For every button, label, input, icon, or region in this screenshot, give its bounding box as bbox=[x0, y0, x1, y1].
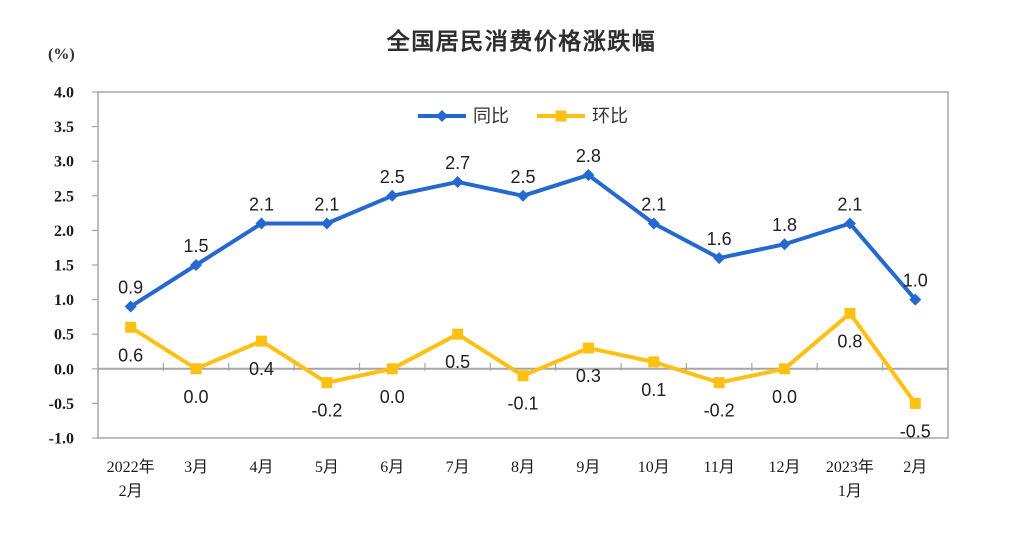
data-label: 0.0 bbox=[772, 387, 797, 407]
data-point-marker bbox=[125, 321, 137, 333]
data-point-marker bbox=[190, 259, 203, 271]
x-axis-zero-line bbox=[97, 362, 949, 371]
y-tick-label: 4.0 bbox=[54, 85, 74, 102]
x-tick-label: 2月 bbox=[903, 459, 927, 476]
data-point-marker bbox=[843, 217, 856, 230]
plot-frame bbox=[97, 91, 949, 439]
data-point-marker bbox=[124, 300, 137, 313]
data-point-marker bbox=[582, 169, 595, 182]
chart-legend: 同比 环比 bbox=[418, 106, 628, 126]
data-label: 2.5 bbox=[510, 167, 535, 187]
data-point-marker bbox=[190, 363, 202, 375]
data-label: 0.5 bbox=[445, 352, 470, 372]
data-label: 1.6 bbox=[707, 229, 732, 249]
data-point-marker bbox=[648, 356, 660, 368]
data-point-marker bbox=[713, 377, 725, 389]
legend-label: 同比 bbox=[473, 106, 509, 126]
series-mom bbox=[125, 307, 921, 409]
data-label: 2.1 bbox=[837, 194, 862, 214]
x-tick-label: 3月 bbox=[184, 459, 208, 476]
data-point-marker bbox=[386, 189, 399, 202]
data-label: 0.0 bbox=[380, 387, 405, 407]
data-point-marker bbox=[452, 328, 464, 340]
data-point-marker bbox=[909, 293, 922, 306]
data-point-marker bbox=[779, 363, 791, 375]
diamond-marker-icon bbox=[436, 110, 448, 122]
y-tick-label: 3.5 bbox=[54, 119, 74, 136]
y-tick-label: 1.0 bbox=[54, 292, 74, 309]
y-tick-label: 3.0 bbox=[54, 154, 74, 171]
legend-label: 环比 bbox=[592, 106, 628, 126]
x-tick-label: 2月 bbox=[119, 483, 143, 500]
x-tick-label: 8月 bbox=[511, 459, 535, 476]
series-yoy bbox=[124, 169, 922, 313]
x-tick-label: 2023年 bbox=[826, 458, 874, 476]
y-tick-label: 0.5 bbox=[54, 327, 74, 344]
x-tick-label: 5月 bbox=[315, 459, 339, 476]
data-label: 0.3 bbox=[576, 366, 601, 386]
x-tick-label: 6月 bbox=[380, 459, 404, 476]
x-tick-label: 10月 bbox=[638, 459, 670, 476]
y-tick-label: 0.0 bbox=[54, 361, 74, 378]
x-tick-label: 4月 bbox=[249, 459, 273, 476]
data-label: 1.0 bbox=[903, 271, 928, 291]
data-point-marker bbox=[713, 252, 726, 265]
data-label: 2.5 bbox=[380, 167, 405, 187]
x-tick-label: 12月 bbox=[769, 459, 801, 476]
y-axis: 4.0 3.5 3.0 2.5 2.0 1.5 1.0 0.5 0.0 -0.5 -1.0 bbox=[49, 85, 98, 448]
y-tick-label: -0.5 bbox=[49, 396, 74, 413]
data-label: -0.5 bbox=[900, 421, 931, 441]
legend-item-yoy: 同比 bbox=[418, 106, 509, 126]
data-point-marker bbox=[386, 363, 398, 375]
data-point-marker bbox=[451, 175, 464, 188]
data-labels-mom: 0.6 0.0 0.4 -0.2 0.0 0.5 -0.1 0.3 0.1 -0.2 0.0 0.8 -… bbox=[118, 331, 931, 441]
data-labels-yoy: 0.9 1.5 2.1 2.1 2.5 2.7 2.5 2.8 2.1 1.6 1.8 2.1 1.0 bbox=[118, 146, 928, 297]
data-label: 0.4 bbox=[249, 359, 274, 379]
data-point-marker bbox=[517, 189, 529, 202]
data-point-marker bbox=[582, 342, 594, 354]
data-label: 1.8 bbox=[772, 215, 797, 235]
data-label: 1.5 bbox=[184, 236, 209, 256]
x-tick-label: 1月 bbox=[838, 483, 862, 500]
data-label: -0.2 bbox=[704, 401, 735, 421]
x-tick-label: 11月 bbox=[703, 459, 734, 476]
data-label: -0.1 bbox=[507, 394, 538, 414]
data-label: 2.8 bbox=[576, 146, 601, 166]
x-tick-label: 2022年 bbox=[107, 458, 155, 476]
data-point-marker bbox=[647, 217, 660, 230]
data-point-marker bbox=[778, 238, 791, 251]
data-label: 0.6 bbox=[118, 345, 143, 365]
y-tick-label: 2.0 bbox=[54, 223, 74, 240]
x-tick-label: 9月 bbox=[576, 459, 600, 476]
data-label: 0.8 bbox=[837, 331, 862, 351]
data-label: 2.1 bbox=[249, 194, 274, 214]
y-tick-label: -1.0 bbox=[49, 431, 74, 448]
data-point-marker bbox=[517, 370, 529, 382]
data-point-marker bbox=[321, 377, 333, 389]
x-axis-labels: 2022年 2月 3月 4月 5月 6月 7月 8月 9月 10月 11月 12月 2023年 1月 2月 bbox=[107, 458, 928, 500]
data-label: 2.7 bbox=[445, 153, 470, 173]
data-label: -0.2 bbox=[311, 401, 342, 421]
data-point-marker bbox=[844, 307, 856, 319]
data-point-marker bbox=[320, 217, 333, 230]
y-tick-label: 2.5 bbox=[54, 188, 74, 205]
y-axis-unit-label: (%) bbox=[48, 46, 75, 63]
y-tick-label: 1.5 bbox=[54, 258, 74, 275]
legend-item-mom: 环比 bbox=[537, 106, 628, 126]
chart-title: 全国居民消费价格涨跌幅 bbox=[386, 28, 657, 54]
data-point-marker bbox=[909, 397, 921, 409]
x-tick-label: 7月 bbox=[446, 459, 470, 476]
data-point-marker bbox=[255, 335, 267, 347]
data-point-marker bbox=[255, 217, 268, 230]
data-label: 2.1 bbox=[314, 194, 339, 214]
square-marker-icon bbox=[555, 110, 567, 122]
data-label: 0.9 bbox=[118, 278, 143, 298]
data-label: 0.0 bbox=[184, 387, 209, 407]
data-label: 0.1 bbox=[641, 380, 666, 400]
data-label: 2.1 bbox=[641, 194, 666, 214]
